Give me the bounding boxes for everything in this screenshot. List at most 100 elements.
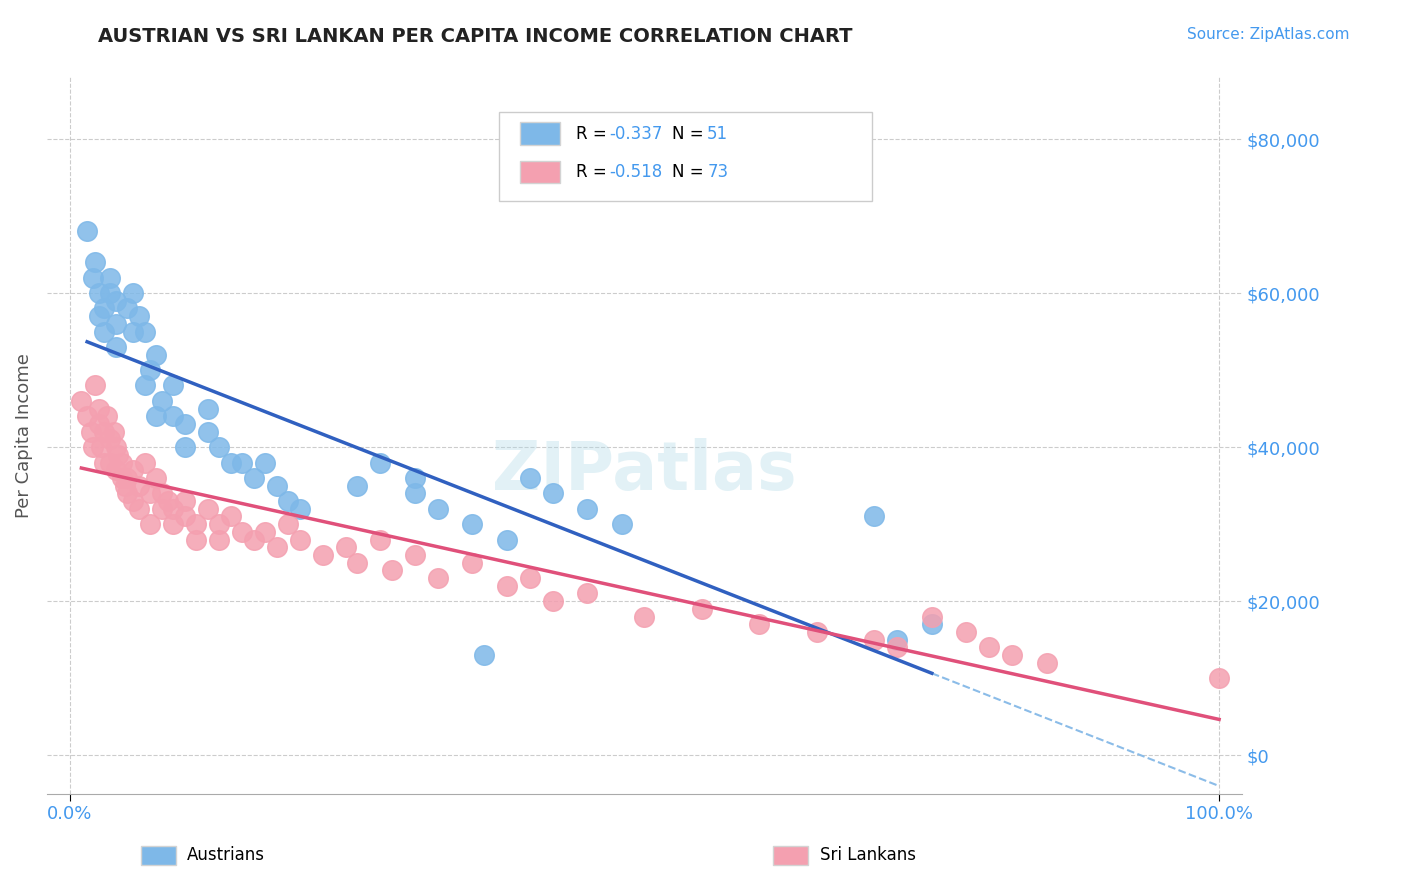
Text: Austrians: Austrians	[187, 847, 264, 864]
Text: 73: 73	[707, 163, 728, 181]
Point	[208, 517, 231, 532]
Point	[82, 270, 104, 285]
Text: Source: ZipAtlas.com: Source: ZipAtlas.com	[1187, 27, 1350, 42]
Text: R =: R =	[576, 163, 613, 181]
Point	[208, 440, 231, 454]
Point	[162, 378, 184, 392]
Point	[921, 617, 943, 632]
Point	[461, 556, 484, 570]
Point	[93, 425, 115, 439]
Point	[541, 486, 564, 500]
Point	[266, 478, 288, 492]
Point	[134, 325, 156, 339]
Point	[495, 533, 517, 547]
Point	[84, 255, 107, 269]
Point	[93, 456, 115, 470]
Point	[404, 471, 426, 485]
Point	[277, 494, 299, 508]
Point	[104, 440, 127, 454]
Point	[139, 486, 162, 500]
Point	[610, 517, 633, 532]
Point	[98, 456, 121, 470]
Point	[368, 456, 391, 470]
Point	[277, 517, 299, 532]
Point	[472, 648, 495, 662]
Point	[921, 609, 943, 624]
Point	[748, 617, 770, 632]
Point	[254, 456, 277, 470]
Point	[122, 494, 145, 508]
Point	[110, 471, 132, 485]
Point	[139, 517, 162, 532]
Text: ZIPatlas: ZIPatlas	[492, 438, 797, 504]
Point	[979, 640, 1001, 655]
Point	[346, 478, 368, 492]
Point	[104, 317, 127, 331]
Y-axis label: Per Capita Income: Per Capita Income	[15, 353, 32, 518]
Point	[82, 440, 104, 454]
Point	[76, 224, 98, 238]
Point	[104, 463, 127, 477]
Point	[98, 270, 121, 285]
Point	[381, 563, 404, 577]
Point	[633, 609, 655, 624]
Point	[104, 340, 127, 354]
Point	[122, 463, 145, 477]
Point	[1001, 648, 1024, 662]
Point	[96, 409, 118, 424]
Point	[312, 548, 335, 562]
Point	[114, 478, 136, 492]
Text: -0.337: -0.337	[609, 125, 662, 143]
Point	[150, 393, 173, 408]
Point	[117, 486, 139, 500]
Point	[288, 501, 311, 516]
Point	[173, 440, 195, 454]
Point	[134, 378, 156, 392]
Point	[461, 517, 484, 532]
Point	[128, 501, 150, 516]
Point	[93, 301, 115, 316]
Point	[173, 509, 195, 524]
Point	[104, 293, 127, 308]
Point	[197, 401, 219, 416]
Point	[254, 524, 277, 539]
Point	[107, 448, 129, 462]
Point	[231, 524, 253, 539]
Point	[346, 556, 368, 570]
Point	[404, 548, 426, 562]
Point	[145, 409, 167, 424]
Point	[186, 533, 208, 547]
Point	[162, 517, 184, 532]
Point	[150, 501, 173, 516]
Point	[87, 309, 110, 323]
Point	[76, 409, 98, 424]
Point	[219, 456, 242, 470]
Point	[128, 309, 150, 323]
Point	[117, 301, 139, 316]
Point	[519, 571, 541, 585]
Point	[70, 393, 93, 408]
Point	[335, 540, 357, 554]
Point	[122, 286, 145, 301]
Point	[576, 501, 599, 516]
Point	[266, 540, 288, 554]
Point	[117, 471, 139, 485]
Point	[156, 494, 179, 508]
Point	[219, 509, 242, 524]
Point	[197, 501, 219, 516]
Point	[863, 509, 886, 524]
Point	[98, 286, 121, 301]
Point	[162, 409, 184, 424]
Text: N =: N =	[672, 125, 709, 143]
Point	[90, 440, 112, 454]
Point	[806, 624, 828, 639]
Point	[134, 456, 156, 470]
Point	[426, 501, 449, 516]
Text: 51: 51	[707, 125, 728, 143]
Point	[128, 478, 150, 492]
Point	[87, 401, 110, 416]
Point	[173, 494, 195, 508]
Point	[231, 456, 253, 470]
Point	[110, 456, 132, 470]
Point	[1208, 671, 1230, 685]
